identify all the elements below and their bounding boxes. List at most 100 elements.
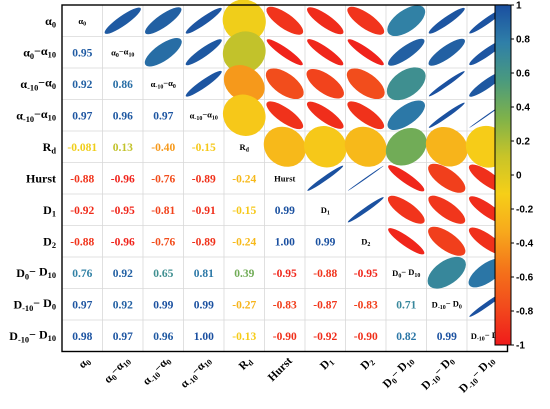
row-label-6: D1 [43,203,56,219]
colorbar-tick-label: 0.4 [516,103,530,114]
correlation-value: -0.90 [273,331,297,343]
correlation-ellipse [222,94,266,136]
correlation-ellipse [346,68,385,100]
diagonal-label-3: α-10−α10 [190,109,218,122]
correlation-value: 0.97 [72,110,92,122]
colorbar-tick-label: 0.8 [516,35,530,46]
correlation-value: 0.76 [72,268,92,280]
correlation-ellipse [387,38,425,66]
correlation-value: -0.83 [354,299,378,311]
correlation-value: -0.83 [273,299,297,311]
column-label-5: Hurst [266,355,295,384]
correlation-value: -0.81 [151,205,175,217]
correlation-ellipse [425,126,468,167]
colorbar-tick-label: -0.6 [516,273,534,284]
diagonal-label-7: D2 [361,236,370,248]
diagonal-label-4: Rd [240,142,250,154]
correlation-ellipse [428,102,465,128]
correlation-value: -0.95 [111,205,135,217]
correlation-value: 0.82 [396,331,416,343]
colorbar-tick-label: -0.2 [516,205,534,216]
correlation-value: 0.97 [72,299,92,311]
diagonal-label-1: α0−α10 [111,46,134,59]
correlation-value: -0.24 [232,173,256,185]
correlation-value: 1.00 [275,236,295,248]
colorbar-tick-label: 1 [516,1,522,12]
correlation-ellipse [427,256,466,289]
row-label-1: α0−α10 [23,44,56,61]
correlation-value: 0.96 [113,110,133,122]
column-label-2: α-10−α0 [140,354,174,388]
colorbar-tick-label: -0.4 [516,239,534,250]
correlation-ellipse [185,7,222,34]
correlation-value: -0.95 [354,268,378,280]
correlation-ellipse [144,7,182,35]
correlation-value: -0.88 [70,173,94,185]
correlation-ellipse [387,195,425,224]
column-label-10: D-10− D10 [456,354,498,396]
correlation-value: -0.92 [70,205,94,217]
correlation-value: -0.87 [313,299,337,311]
row-label-4: Rd [43,140,57,156]
row-label-9: D-10− D0 [13,296,56,313]
correlation-ellipse [185,39,222,66]
correlation-ellipse [387,5,426,37]
correlation-ellipse [385,127,427,166]
correlation-value: 1.00 [194,331,214,343]
diagonal-label-0: α0 [78,16,86,28]
correlation-ellipse [428,71,465,97]
correlation-value: -0.13 [232,331,256,343]
correlation-ellipse [428,163,466,193]
correlation-value: 0.99 [194,299,214,311]
correlation-ellipse [347,101,385,130]
correlation-value: -0.76 [151,236,175,248]
correlation-ellipse [428,226,466,256]
correlation-ellipse [263,126,306,167]
column-label-8: D0− D10 [380,354,417,391]
correlation-value: 0.95 [72,47,92,59]
row-label-2: α-10−α0 [20,76,56,93]
correlation-value: 0.13 [113,142,133,154]
correlation-ellipse [185,70,222,97]
correlation-value: 0.92 [113,268,133,280]
correlation-value: -0.96 [111,173,135,185]
correlation-ellipse [306,101,344,129]
correlation-ellipse [307,165,344,191]
correlation-value: 0.99 [275,205,295,217]
correlation-value: -0.96 [111,236,135,248]
correlation-value: -0.88 [70,236,94,248]
correlation-value: -0.91 [192,205,216,217]
row-label-7: D2 [43,234,56,250]
correlation-ellipse [223,65,265,103]
correlation-ellipse [266,101,304,130]
correlation-ellipse [222,31,266,74]
correlation-value: -0.27 [232,299,256,311]
colorbar [494,4,512,346]
column-label-7: D2 [359,355,377,373]
correlation-value: -0.081 [67,142,97,154]
column-label-1: α0−α10 [101,354,133,386]
correlation-ellipse [307,39,344,66]
colorbar-tick-label: 0.2 [516,137,530,148]
correlation-value: 0.65 [153,268,173,280]
column-label-4: Rd [237,355,256,374]
correlation-ellipse [386,67,426,101]
correlation-ellipse [104,7,141,34]
correlation-ellipse [388,228,425,255]
correlation-value: 0.86 [113,79,133,91]
correlation-value: 0.98 [72,331,92,343]
row-label-10: D-10− D10 [9,328,56,345]
colorbar-tick-label: -0.8 [516,307,534,318]
correlation-ellipse [306,68,344,99]
correlation-value: -0.90 [354,331,378,343]
column-label-0: α0 [76,355,93,372]
correlation-ellipse [222,0,266,43]
row-label-8: D0− D10 [16,265,56,282]
correlation-ellipse [266,39,303,66]
correlation-ellipse [347,6,385,35]
correlation-value: 0.92 [72,79,92,91]
column-label-6: D1 [318,355,336,373]
correlation-ellipse [303,126,347,168]
